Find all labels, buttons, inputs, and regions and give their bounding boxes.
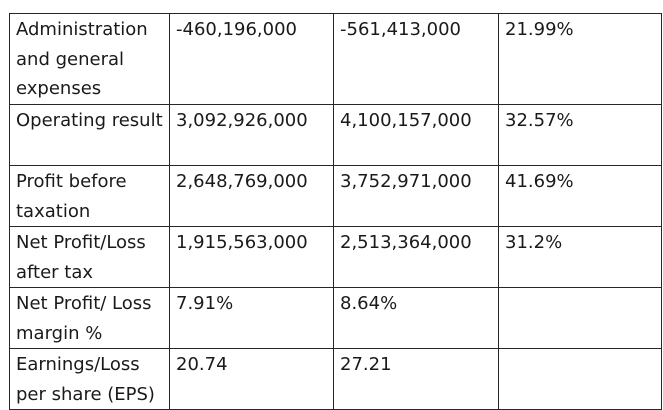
row-label: Profit before taxation [9, 165, 170, 227]
table-row: Earnings/Loss per share (EPS) 20.74 27.2… [9, 348, 662, 410]
cell-value: 27.21 [333, 348, 499, 410]
cell-percent: 41.69% [498, 165, 662, 227]
cell-percent: 31.2% [498, 226, 662, 288]
cell-value: 1,915,563,000 [169, 226, 334, 288]
cell-percent [498, 348, 662, 410]
cell-value: 2,513,364,000 [333, 226, 499, 288]
cell-value: -460,196,000 [169, 13, 334, 105]
cell-value: 7.91% [169, 287, 334, 349]
cell-value: 4,100,157,000 [333, 104, 499, 166]
row-label: Operating result [9, 104, 170, 166]
row-label: Administration and general expenses [9, 13, 170, 105]
row-label: Net Profit/ Loss margin % [9, 287, 170, 349]
table-row: Net Profit/ Loss margin % 7.91% 8.64% [9, 287, 662, 349]
row-label: Earnings/Loss per share (EPS) [9, 348, 170, 410]
cell-value: 3,092,926,000 [169, 104, 334, 166]
cell-percent: 21.99% [498, 13, 662, 105]
financial-table: Administration and general expenses -460… [9, 13, 662, 410]
cell-percent [498, 287, 662, 349]
table-row: Profit before taxation 2,648,769,000 3,7… [9, 165, 662, 227]
table-row: Net Profit/Loss after tax 1,915,563,000 … [9, 226, 662, 288]
cell-value: 8.64% [333, 287, 499, 349]
table-row: Operating result 3,092,926,000 4,100,157… [9, 104, 662, 166]
cell-value: 20.74 [169, 348, 334, 410]
cell-value: -561,413,000 [333, 13, 499, 105]
cell-percent: 32.57% [498, 104, 662, 166]
table-row: Administration and general expenses -460… [9, 13, 662, 105]
row-label: Net Profit/Loss after tax [9, 226, 170, 288]
cell-value: 2,648,769,000 [169, 165, 334, 227]
cell-value: 3,752,971,000 [333, 165, 499, 227]
